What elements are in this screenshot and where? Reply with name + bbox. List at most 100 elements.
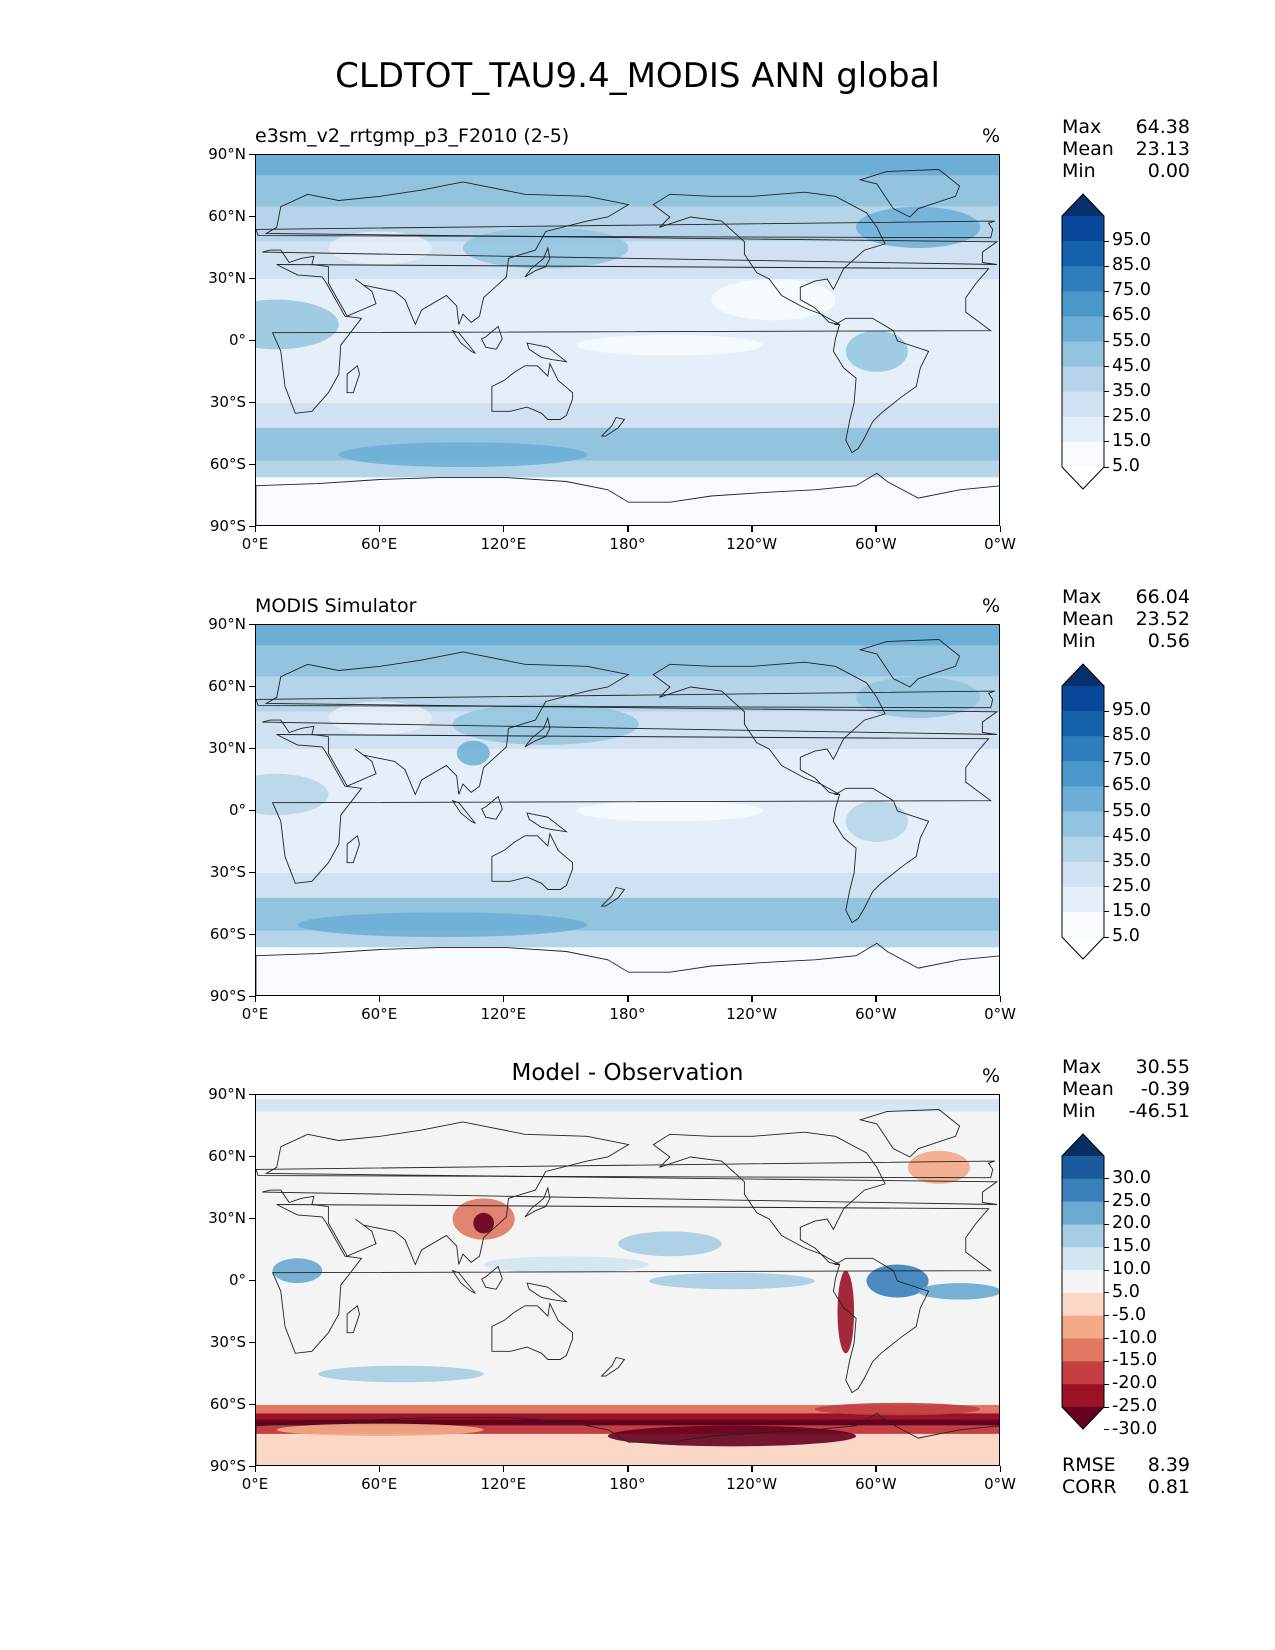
lon-tick-label: 60°E	[361, 1005, 398, 1023]
lon-tick	[875, 996, 877, 1002]
map-svg	[256, 1095, 999, 1465]
colorbar-tick	[1104, 466, 1109, 468]
coastline-japan	[524, 716, 551, 748]
colorbar-tick	[1104, 836, 1109, 838]
colorbar-tick-label: 95.0	[1112, 700, 1151, 721]
field-band	[256, 460, 999, 478]
map-panel	[255, 624, 1000, 996]
lon-tick	[378, 1466, 381, 1472]
colorbar-tick	[1104, 1223, 1109, 1225]
field-band	[256, 1405, 999, 1414]
lon-tick	[254, 996, 256, 1002]
lon-tick	[378, 996, 381, 1002]
colorbar-tick	[1104, 1201, 1109, 1203]
coastline-greenland	[858, 1109, 961, 1158]
colorbar-tick-label: 15.0	[1112, 1236, 1151, 1257]
colorbar-tick-label: 45.0	[1112, 825, 1151, 846]
colorbar-tick	[1104, 1178, 1109, 1180]
stat-value: 0.56	[1147, 630, 1190, 652]
stat-value: 0.00	[1147, 160, 1190, 182]
lat-tick	[249, 401, 255, 403]
stat-label: Mean	[1062, 1078, 1114, 1100]
colorbar-segment	[1062, 1247, 1104, 1271]
colorbar-tick-label: 35.0	[1112, 850, 1151, 871]
colorbar-tick	[1104, 1292, 1109, 1294]
lat-tick-label: 30°S	[209, 863, 246, 881]
lat-tick-label: 60°S	[209, 925, 246, 943]
lon-tick	[378, 526, 381, 532]
lon-tick	[999, 526, 1001, 532]
stat-label: Min	[1062, 630, 1096, 652]
colorbar-tick	[1104, 1338, 1109, 1340]
colorbar-tick	[1104, 240, 1109, 242]
colorbar-tick-label: 75.0	[1112, 750, 1151, 771]
colorbar-tick-label: 75.0	[1112, 280, 1151, 301]
colorbar-segment	[1062, 391, 1104, 418]
lon-tick-label: 0°W	[984, 1005, 1016, 1023]
field-blob	[473, 1212, 494, 1234]
coastline-madagascar	[346, 835, 360, 864]
lon-tick-label: 0°W	[984, 1475, 1016, 1493]
stat-label: Max	[1062, 1056, 1102, 1078]
panel-title: Model - Observation	[511, 1060, 744, 1086]
coastline-eurasia	[262, 181, 999, 326]
field-blob	[318, 1365, 484, 1383]
colorbar-tick	[1104, 1383, 1109, 1385]
lon-tick-label: 120°E	[480, 1475, 527, 1493]
colorbar-segment	[1062, 836, 1104, 863]
lon-tick-label: 120°W	[726, 1475, 778, 1493]
coastline-south-america	[832, 787, 930, 924]
lat-tick-label: 30°S	[209, 1333, 246, 1351]
lat-tick-label: 90°N	[208, 1085, 246, 1103]
field-blob	[456, 740, 490, 766]
lon-tick	[999, 996, 1001, 1002]
colorbar-segment	[1062, 1156, 1104, 1180]
lat-tick-label: 0°	[228, 1271, 246, 1289]
map-svg	[256, 155, 999, 525]
map-panel	[255, 154, 1000, 526]
lon-tick	[751, 996, 753, 1002]
coastline-africa	[271, 734, 993, 884]
lat-tick-label: 90°N	[208, 615, 246, 633]
colorbar-extend-max	[1062, 664, 1104, 686]
coastline-antarctica	[256, 472, 999, 525]
lat-tick	[249, 1403, 255, 1405]
coastline-new-zealand	[600, 1356, 626, 1377]
colorbar-tick	[1104, 785, 1109, 787]
panel-title: e3sm_v2_rrtgmp_p3_F2010 (2-5)	[255, 125, 570, 147]
colorbar-tick-label: 85.0	[1112, 725, 1151, 746]
map-panel	[255, 1094, 1000, 1466]
colorbar-tick	[1104, 1360, 1109, 1362]
colorbar-tick	[1104, 811, 1109, 812]
lon-tick-label: 60°E	[361, 535, 398, 553]
coastline-new-guinea	[526, 812, 569, 833]
colorbar-segment	[1062, 811, 1104, 838]
colorbar-tick-label: -5.0	[1112, 1304, 1147, 1325]
stat-label: Max	[1062, 586, 1102, 608]
colorbar-segment	[1062, 241, 1104, 267]
colorbar-tick	[1104, 936, 1109, 938]
lat-tick	[249, 1093, 255, 1095]
colorbar-segment	[1062, 1338, 1104, 1362]
colorbar-segment	[1062, 1315, 1104, 1340]
field-blob	[918, 1283, 999, 1300]
lat-tick	[249, 995, 255, 997]
stat-value: -0.39	[1140, 1078, 1190, 1100]
stat-label: Min	[1062, 1100, 1096, 1122]
coastline-australia	[491, 832, 574, 890]
coastline-new-guinea	[526, 1282, 569, 1303]
colorbar-extend-max	[1062, 1134, 1104, 1156]
lat-tick	[249, 339, 255, 341]
field-band	[256, 403, 999, 428]
field-blob	[576, 334, 764, 356]
field-band	[256, 1099, 999, 1112]
lat-tick-label: 60°N	[208, 677, 246, 695]
lat-tick	[249, 153, 255, 155]
colorbar-tick-label: -25.0	[1112, 1396, 1158, 1416]
stat-label: RMSE	[1062, 1454, 1116, 1476]
coastlines	[256, 169, 999, 525]
lat-tick-label: 60°N	[208, 1147, 246, 1165]
coastline-africa	[271, 264, 993, 414]
coastline-japan	[524, 1186, 551, 1218]
field-band	[256, 645, 999, 677]
